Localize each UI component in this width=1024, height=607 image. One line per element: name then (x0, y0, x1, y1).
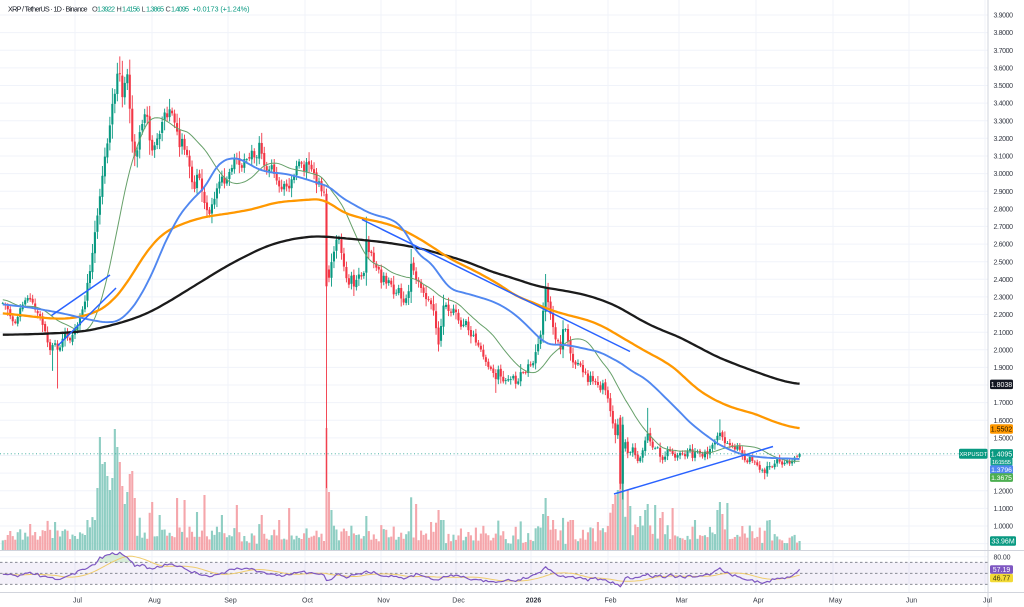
svg-text:2.6000: 2.6000 (994, 242, 1014, 249)
svg-text:1.1000: 1.1000 (994, 506, 1014, 513)
svg-text:XRPUSDT: XRPUSDT (959, 452, 987, 458)
svg-text:1.4095: 1.4095 (171, 5, 189, 14)
svg-text:2.0000: 2.0000 (994, 347, 1014, 354)
svg-text:3.5000: 3.5000 (994, 83, 1014, 90)
svg-text:1.3796: 1.3796 (991, 467, 1012, 474)
svg-text:1.3922: 1.3922 (97, 5, 115, 14)
svg-text:1.3865: 1.3865 (146, 5, 164, 14)
svg-text:3.9000: 3.9000 (994, 13, 1014, 20)
svg-text:Jun: Jun (906, 597, 917, 604)
svg-text:80.00: 80.00 (994, 554, 1011, 561)
svg-text:2.4000: 2.4000 (994, 277, 1014, 284)
svg-text:1.6000: 1.6000 (994, 418, 1014, 425)
svg-text:2026: 2026 (526, 597, 542, 604)
svg-text:O: O (92, 5, 98, 14)
svg-text:3.2000: 3.2000 (994, 136, 1014, 143)
svg-text:2.3000: 2.3000 (994, 295, 1014, 302)
svg-text:2.8000: 2.8000 (994, 206, 1014, 213)
svg-text:3.4000: 3.4000 (994, 101, 1014, 108)
svg-text:May: May (829, 597, 843, 604)
svg-text:Mar: Mar (675, 597, 688, 604)
svg-text:2.2000: 2.2000 (994, 312, 1014, 319)
svg-text:Jul: Jul (73, 597, 82, 604)
svg-text:1.4095: 1.4095 (991, 451, 1013, 458)
svg-text:Apr: Apr (753, 597, 765, 604)
svg-text:57.19: 57.19 (993, 567, 1011, 574)
svg-text:Dec: Dec (452, 597, 465, 604)
svg-text:3.1000: 3.1000 (994, 154, 1014, 161)
svg-text:Aug: Aug (148, 597, 161, 604)
svg-text:+0.0173 (+1.24%): +0.0173 (+1.24%) (193, 5, 250, 14)
svg-text:Oct: Oct (302, 597, 313, 604)
svg-text:C: C (166, 5, 171, 14)
svg-text:Nov: Nov (377, 597, 390, 604)
svg-text:H: H (117, 5, 122, 14)
svg-text:Feb: Feb (604, 597, 616, 604)
svg-text:1.4156: 1.4156 (122, 5, 140, 14)
svg-text:3.0000: 3.0000 (994, 171, 1014, 178)
svg-text:3.7000: 3.7000 (994, 48, 1014, 55)
svg-text:2.7000: 2.7000 (994, 224, 1014, 231)
svg-text:1.3675: 1.3675 (991, 475, 1012, 482)
svg-text:1.9000: 1.9000 (994, 365, 1014, 372)
svg-text:33.96M: 33.96M (991, 539, 1015, 546)
svg-text:Sep: Sep (224, 597, 237, 604)
svg-text:2.9000: 2.9000 (994, 189, 1014, 196)
svg-text:1.0000: 1.0000 (994, 524, 1014, 531)
svg-text:2.5000: 2.5000 (994, 259, 1014, 266)
svg-text:Jul: Jul (983, 597, 992, 604)
svg-text:3.6000: 3.6000 (994, 66, 1014, 73)
svg-text:3.3000: 3.3000 (994, 118, 1014, 125)
svg-text:L: L (142, 5, 146, 14)
svg-text:1.7000: 1.7000 (994, 400, 1014, 407)
svg-text:16:15:55: 16:15:55 (992, 460, 1011, 466)
svg-text:1.8038: 1.8038 (991, 382, 1013, 389)
svg-text:XRP / TetherUS · 1D · Binance: XRP / TetherUS · 1D · Binance (8, 5, 88, 14)
svg-text:3.8000: 3.8000 (994, 30, 1014, 37)
svg-text:2.1000: 2.1000 (994, 330, 1014, 337)
svg-text:1.2000: 1.2000 (994, 488, 1014, 495)
svg-text:1.5502: 1.5502 (991, 427, 1013, 434)
svg-text:46.77: 46.77 (993, 576, 1011, 583)
svg-text:1.5000: 1.5000 (994, 436, 1014, 443)
